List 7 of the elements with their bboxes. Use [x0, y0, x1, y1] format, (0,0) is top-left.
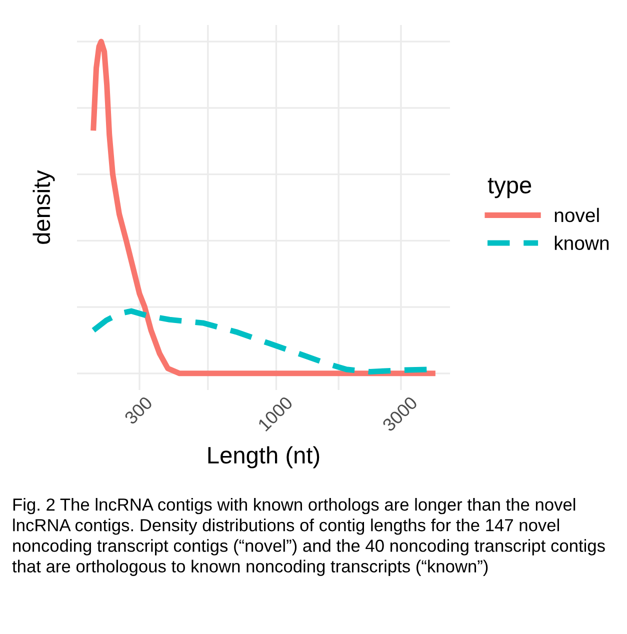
x-tick-label: 300 [124, 396, 154, 426]
caption: Fig. 2 The lncRNA contigs with known orthologs are longer than the novel lncRNA contigs. Density distributions of contig lengths for the 147 novel noncoding transcript contigs (“novel”) and the 40 noncoding transcript contigs that are orthologous to known noncoding transcripts (“known”) [12, 498, 605, 576]
legend-title: type [488, 178, 532, 198]
y-axis-title: density [32, 170, 55, 244]
legend-label: novel [554, 208, 599, 222]
x-axis-title: Length (nt) [208, 446, 320, 468]
legend-label: known [554, 236, 609, 250]
